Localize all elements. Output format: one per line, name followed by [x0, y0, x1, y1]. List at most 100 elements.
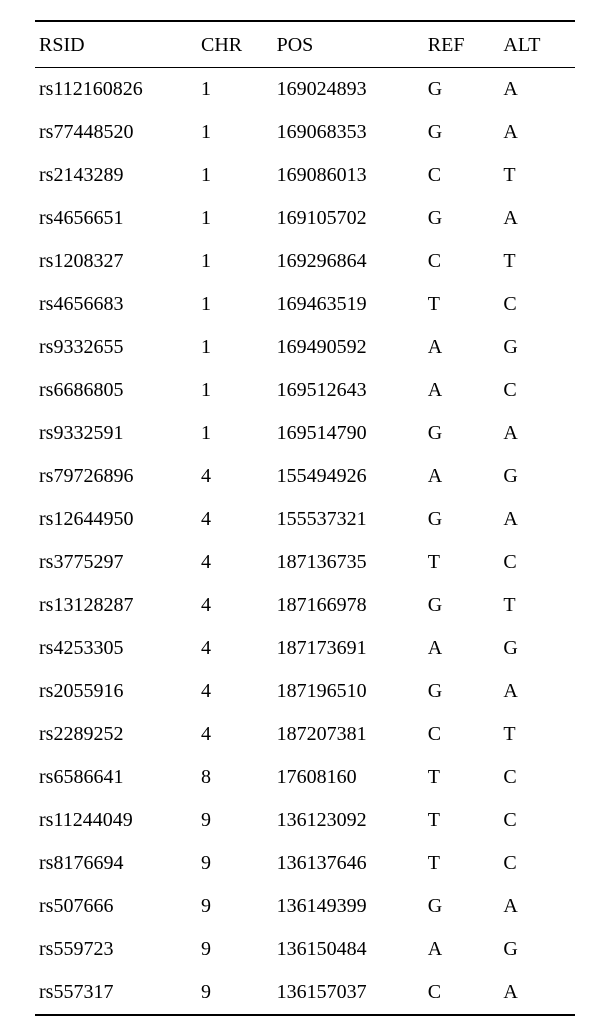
table-row: rs126449504155537321GA [35, 498, 575, 541]
cell-rsid: rs12644950 [35, 498, 197, 541]
cell-chr: 1 [197, 197, 273, 240]
cell-pos: 187173691 [273, 627, 424, 670]
snp-table: RSID CHR POS REF ALT rs11216082611690248… [35, 20, 575, 1016]
column-header-alt: ALT [499, 21, 575, 68]
cell-alt: A [499, 197, 575, 240]
cell-rsid: rs6686805 [35, 369, 197, 412]
cell-rsid: rs9332591 [35, 412, 197, 455]
cell-pos: 136123092 [273, 799, 424, 842]
cell-alt: T [499, 240, 575, 283]
cell-ref: T [424, 799, 500, 842]
table-row: rs5597239136150484AG [35, 928, 575, 971]
cell-chr: 9 [197, 885, 273, 928]
cell-chr: 1 [197, 240, 273, 283]
cell-chr: 4 [197, 455, 273, 498]
column-header-chr: CHR [197, 21, 273, 68]
cell-chr: 1 [197, 111, 273, 154]
table-row: rs93326551169490592AG [35, 326, 575, 369]
cell-chr: 4 [197, 670, 273, 713]
cell-ref: G [424, 68, 500, 112]
cell-rsid: rs79726896 [35, 455, 197, 498]
cell-chr: 1 [197, 369, 273, 412]
cell-chr: 1 [197, 283, 273, 326]
cell-ref: A [424, 369, 500, 412]
table-row: rs22892524187207381CT [35, 713, 575, 756]
cell-rsid: rs2055916 [35, 670, 197, 713]
cell-rsid: rs4656683 [35, 283, 197, 326]
cell-alt: A [499, 971, 575, 1015]
table-row: rs37752974187136735TC [35, 541, 575, 584]
cell-pos: 169068353 [273, 111, 424, 154]
cell-ref: G [424, 412, 500, 455]
cell-rsid: rs9332655 [35, 326, 197, 369]
cell-rsid: rs112160826 [35, 68, 197, 112]
cell-rsid: rs1208327 [35, 240, 197, 283]
cell-pos: 155537321 [273, 498, 424, 541]
cell-chr: 1 [197, 326, 273, 369]
cell-alt: A [499, 670, 575, 713]
cell-alt: A [499, 111, 575, 154]
cell-ref: G [424, 498, 500, 541]
cell-rsid: rs77448520 [35, 111, 197, 154]
cell-rsid: rs557317 [35, 971, 197, 1015]
cell-ref: A [424, 928, 500, 971]
table-row: rs20559164187196510GA [35, 670, 575, 713]
cell-pos: 169512643 [273, 369, 424, 412]
cell-chr: 9 [197, 799, 273, 842]
cell-pos: 136157037 [273, 971, 424, 1015]
cell-alt: C [499, 369, 575, 412]
cell-rsid: rs8176694 [35, 842, 197, 885]
cell-alt: G [499, 928, 575, 971]
cell-alt: C [499, 799, 575, 842]
cell-alt: A [499, 68, 575, 112]
cell-pos: 136137646 [273, 842, 424, 885]
table-row: rs46566511169105702GA [35, 197, 575, 240]
cell-alt: A [499, 412, 575, 455]
cell-rsid: rs559723 [35, 928, 197, 971]
table-row: rs131282874187166978GT [35, 584, 575, 627]
cell-chr: 1 [197, 68, 273, 112]
table-row: rs774485201169068353GA [35, 111, 575, 154]
cell-ref: A [424, 455, 500, 498]
table-row: rs5573179136157037CA [35, 971, 575, 1015]
cell-alt: C [499, 756, 575, 799]
cell-chr: 1 [197, 412, 273, 455]
table-row: rs1121608261169024893GA [35, 68, 575, 112]
cell-ref: G [424, 670, 500, 713]
column-header-rsid: RSID [35, 21, 197, 68]
cell-pos: 169086013 [273, 154, 424, 197]
cell-alt: G [499, 455, 575, 498]
cell-ref: A [424, 627, 500, 670]
table-row: rs6586641817608160TC [35, 756, 575, 799]
cell-rsid: rs4253305 [35, 627, 197, 670]
table-row: rs93325911169514790GA [35, 412, 575, 455]
cell-pos: 169463519 [273, 283, 424, 326]
cell-chr: 4 [197, 541, 273, 584]
cell-ref: G [424, 885, 500, 928]
cell-alt: G [499, 627, 575, 670]
cell-alt: T [499, 713, 575, 756]
column-header-pos: POS [273, 21, 424, 68]
cell-chr: 8 [197, 756, 273, 799]
cell-pos: 169024893 [273, 68, 424, 112]
cell-pos: 169105702 [273, 197, 424, 240]
cell-chr: 4 [197, 584, 273, 627]
table-row: rs66868051169512643AC [35, 369, 575, 412]
cell-pos: 169296864 [273, 240, 424, 283]
cell-chr: 1 [197, 154, 273, 197]
cell-chr: 4 [197, 498, 273, 541]
cell-pos: 187196510 [273, 670, 424, 713]
column-header-ref: REF [424, 21, 500, 68]
cell-pos: 17608160 [273, 756, 424, 799]
cell-rsid: rs6586641 [35, 756, 197, 799]
cell-pos: 187136735 [273, 541, 424, 584]
table-row: rs42533054187173691AG [35, 627, 575, 670]
table-row: rs5076669136149399GA [35, 885, 575, 928]
table-row: rs46566831169463519TC [35, 283, 575, 326]
cell-ref: C [424, 971, 500, 1015]
cell-rsid: rs3775297 [35, 541, 197, 584]
cell-alt: T [499, 584, 575, 627]
table-row: rs21432891169086013CT [35, 154, 575, 197]
cell-ref: G [424, 584, 500, 627]
table-row: rs797268964155494926AG [35, 455, 575, 498]
